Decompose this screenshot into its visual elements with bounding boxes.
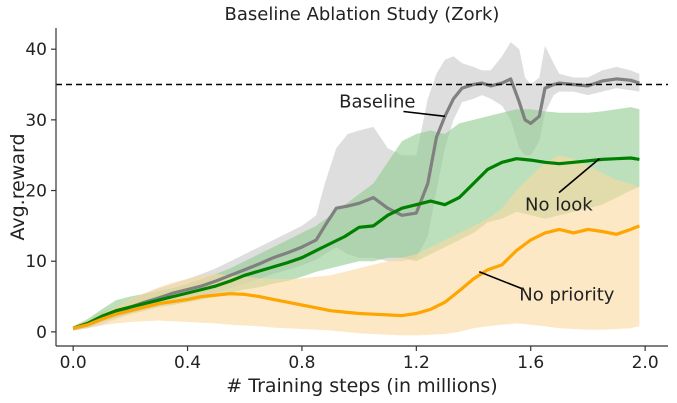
x-tick-label: 1.2 [403,353,430,373]
line-baseline [72,77,640,330]
annotation-no-priority: No priority [519,284,614,305]
x-tick-label: 0.0 [60,353,87,373]
y-tick-label: 40 [25,40,47,60]
y-tick-label: 0 [36,323,47,343]
band-no-priority [73,155,640,336]
annotation-pointer [403,110,446,118]
x-tick-label: 0.8 [288,353,315,373]
line-no-priority [72,224,641,330]
annotation-pointer [558,158,600,194]
y-tick-label: 30 [25,111,47,131]
y-tick-label: 20 [25,182,47,202]
x-tick-label: 1.6 [517,353,544,373]
annotation-baseline: Baseline [339,91,415,112]
y-tick-label: 10 [25,252,47,272]
band-baseline [73,42,640,331]
chart-title: Baseline Ablation Study (Zork) [225,4,500,25]
x-tick-label: 0.4 [174,353,201,373]
annotation-pointer [478,271,522,290]
y-axis-label: Avg.reward [7,133,29,240]
ticks: 0.0 0.4 0.8 1.2 1.6 2.0 0 10 20 30 40 [25,40,658,373]
axes [55,28,668,347]
x-axis-label: # Training steps (in millions) [226,375,497,397]
annotation-no-look: No look [525,195,593,216]
line-no-look [72,156,640,330]
annotations: Baseline No look No priority [339,91,615,305]
x-tick-label: 2.0 [632,353,659,373]
series-lines [72,77,641,330]
